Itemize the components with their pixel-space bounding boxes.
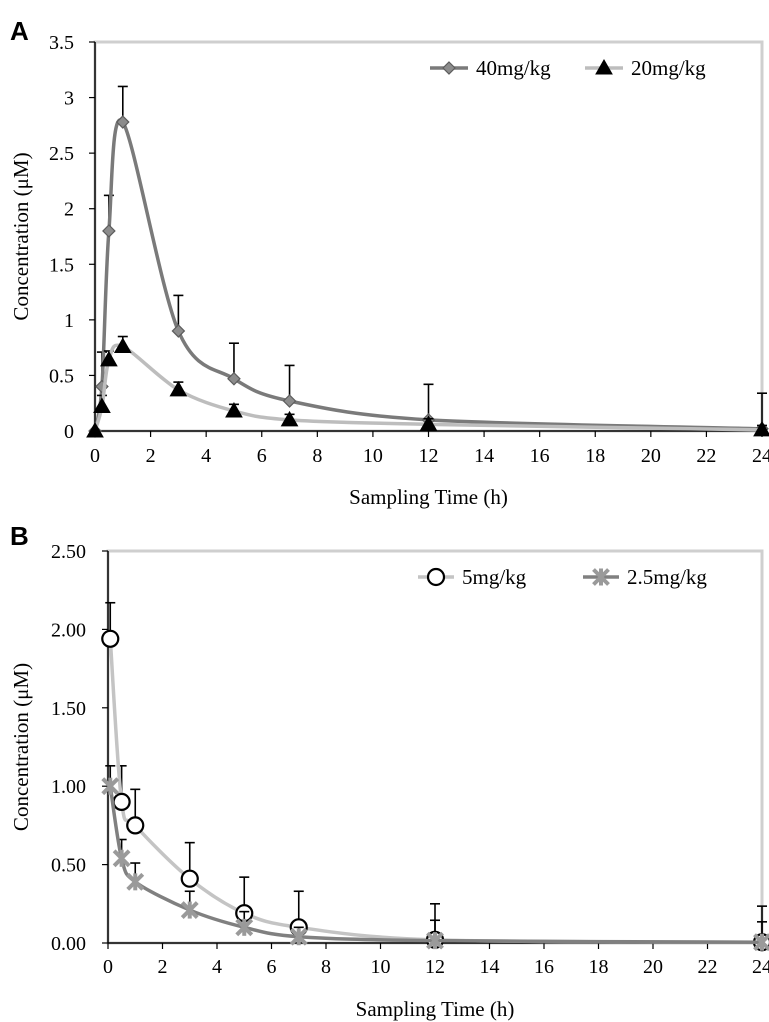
x-tick-label: 6	[267, 956, 277, 978]
data-point	[126, 816, 145, 835]
legend-label: 5mg/kg	[462, 565, 527, 589]
legend-item: 40mg/kg	[430, 56, 551, 80]
x-tick-label: 2	[146, 445, 156, 467]
legend-item: 2.5mg/kg	[583, 565, 707, 589]
legend-marker	[442, 61, 456, 75]
plot-frame	[106, 549, 764, 945]
y-tick-label: 0.00	[51, 933, 86, 955]
x-tick-label: 8	[312, 445, 322, 467]
x-tick-label: 4	[212, 956, 222, 978]
y-axis-title: Concentration (μM)	[9, 663, 33, 831]
x-tick-label: 22	[696, 445, 716, 467]
series-line	[93, 343, 763, 432]
series-5mg-kg	[101, 601, 769, 952]
data-point	[93, 397, 111, 414]
x-axis-title: Sampling Time (h)	[356, 997, 515, 1021]
y-tick-label: 1.50	[51, 698, 86, 720]
y-tick-label: 1	[64, 310, 74, 332]
y-tick-label: 1.00	[51, 776, 86, 798]
y-tick-label: 0	[64, 421, 74, 443]
y-tick-label: 3.5	[49, 32, 74, 54]
x-tick-label: 10	[371, 956, 391, 978]
legend-item: 5mg/kg	[418, 565, 527, 589]
data-point	[227, 371, 241, 386]
data-point	[101, 629, 120, 648]
x-tick-label: 24	[752, 445, 769, 467]
legend-marker	[426, 567, 446, 587]
series-2.5mg-kg	[101, 765, 769, 952]
legend-label: 2.5mg/kg	[627, 565, 707, 589]
legend: 5mg/kg 2.5mg/kg	[418, 565, 707, 589]
series-line	[108, 785, 763, 944]
data-point	[289, 927, 308, 946]
series-line	[108, 638, 763, 944]
data-point	[112, 849, 131, 868]
legend: 40mg/kg 20mg/kg	[430, 56, 706, 80]
data-point	[126, 872, 145, 891]
data-point	[282, 394, 297, 408]
x-tick-label: 18	[585, 445, 605, 467]
data-point	[101, 777, 120, 796]
x-tick-label: 14	[474, 445, 494, 467]
x-tick-label: 16	[534, 956, 554, 978]
x-tick-label: 16	[530, 445, 550, 467]
x-tick-label: 4	[201, 445, 211, 467]
data-point	[753, 420, 769, 437]
x-tick-label: 0	[103, 956, 113, 978]
legend-marker	[592, 568, 610, 586]
data-point	[180, 901, 199, 919]
data-point	[225, 401, 243, 418]
y-tick-label: 2	[64, 199, 74, 221]
data-point	[753, 933, 769, 952]
y-tick-label: 2.5	[49, 143, 74, 165]
data-point	[112, 792, 131, 811]
data-point	[102, 224, 116, 238]
x-tick-label: 12	[419, 445, 439, 467]
legend-label: 40mg/kg	[476, 56, 551, 80]
data-point	[426, 931, 444, 950]
y-tick-label: 1.5	[49, 254, 74, 276]
data-point	[180, 869, 199, 888]
x-tick-label: 20	[641, 445, 661, 467]
data-point	[280, 410, 299, 427]
x-tick-label: 10	[363, 445, 383, 467]
y-tick-label: 0.50	[51, 855, 86, 877]
x-tick-label: 2	[158, 956, 168, 978]
x-tick-label: 6	[257, 445, 267, 467]
y-tick-label: 3	[64, 88, 74, 110]
x-tick-label: 14	[480, 956, 500, 978]
x-tick-label: 24	[752, 956, 769, 978]
data-point	[419, 415, 438, 431]
legend-item: 20mg/kg	[585, 56, 706, 80]
data-point	[169, 380, 188, 397]
plot-frame	[93, 40, 764, 433]
panel-label: B	[10, 521, 29, 551]
x-tick-label: 18	[589, 956, 609, 978]
data-point	[171, 324, 186, 338]
x-tick-label: 12	[425, 956, 445, 978]
y-tick-label: 2.00	[51, 619, 86, 641]
data-point	[235, 918, 254, 937]
x-tick-label: 0	[90, 445, 100, 467]
data-point	[115, 115, 130, 129]
data-point	[86, 421, 104, 438]
series-40mg-kg	[88, 85, 769, 438]
panel-label: A	[10, 16, 29, 46]
x-tick-label: 22	[698, 956, 718, 978]
y-tick-label: 2.50	[51, 541, 86, 563]
x-tick-label: 8	[321, 956, 331, 978]
series-20mg-kg	[86, 335, 769, 438]
data-point	[113, 337, 132, 354]
chart-panel-b: B0.000.501.001.502.002.500 2 4 6 8 10 12 14 16 18…	[9, 521, 769, 1021]
x-tick-label: 20	[643, 956, 663, 978]
chart-panel-a: A00.511.522.533.50 2 4 6 8 10 12 14 16 18 20 22 24Sa…	[9, 16, 769, 509]
legend-label: 20mg/kg	[631, 56, 706, 80]
y-tick-label: 0.5	[49, 365, 74, 387]
y-axis-title: Concentration (μM)	[9, 152, 33, 320]
legend-marker	[595, 58, 613, 75]
data-point	[100, 350, 118, 367]
x-axis-title: Sampling Time (h)	[349, 485, 508, 509]
